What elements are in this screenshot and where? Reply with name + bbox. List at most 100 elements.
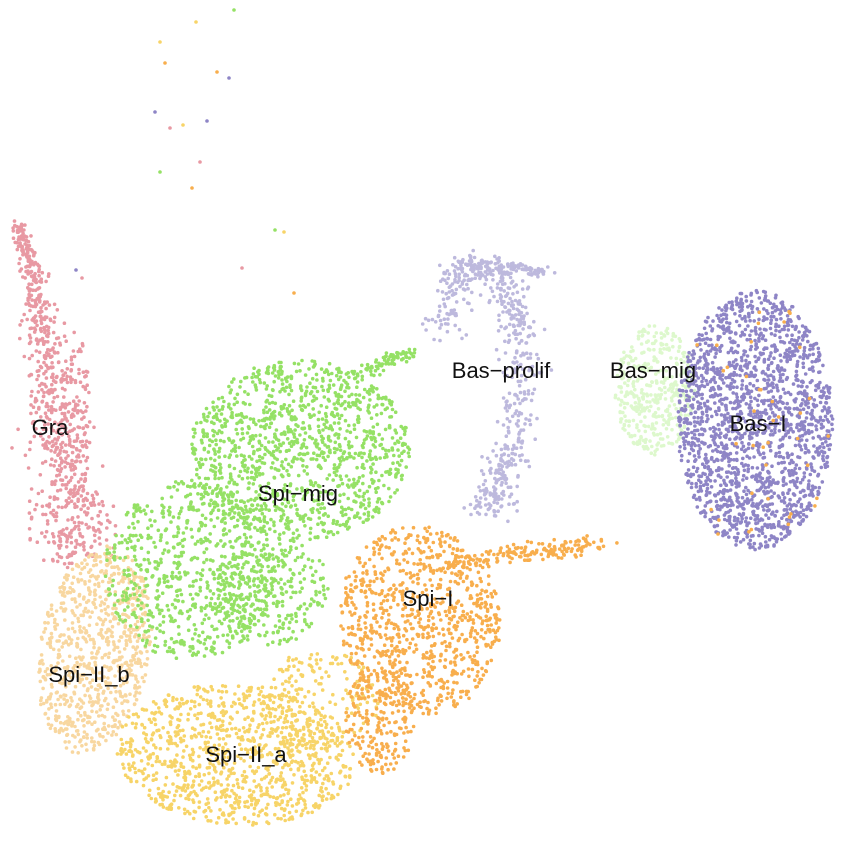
point-spi-mig [207,485,212,490]
point-gra [73,545,78,549]
point-gra [11,229,16,233]
point-spi-mig [235,400,239,405]
point-spi-i [380,767,384,771]
point-spi-i [576,543,581,547]
point-spi-ii-b [53,625,57,629]
point-spi-mig [368,431,372,435]
point-spi-ii-b [81,597,86,601]
point-spi-ii-a [312,731,317,736]
point-spi-i [376,716,380,720]
point-spi-i [397,562,402,566]
point-spi-ii-b [130,663,134,667]
point-spi-ii-b [85,736,89,740]
point-spi-ii-a [265,786,269,791]
point-spi-i [394,676,399,681]
point-spi-i [356,710,361,714]
point-spi-ii-a [154,777,158,781]
point-gra [61,373,66,377]
point-spi-i [358,713,362,718]
point-spi-ii-a [300,743,305,748]
point-spi-mig [223,454,227,459]
point-spi-ii-b [43,620,47,625]
point-spi-ii-b [72,589,76,593]
point-spi-ii-a [271,707,275,711]
point-spi-i [396,654,401,658]
point-spi-mig [371,386,376,390]
point-spi-ii-a [169,765,174,769]
point-spi-ii-b [56,715,61,720]
point-spi-ii-a [289,741,293,745]
point-spi-i [388,695,393,700]
point-spi-ii-a [358,702,363,707]
point-spi-ii-a [271,795,276,799]
point-spi-i [370,760,375,764]
point-spi-ii-a [154,771,159,775]
point-spi-ii-a [150,733,155,737]
point-spi-mig [209,420,214,425]
point-gra [76,403,80,407]
point-spi-ii-b [63,720,68,724]
point-spi-ii-a [209,809,213,813]
point-spi-mig [251,380,255,384]
point-spi-ii-b [126,709,131,713]
point-spi-mig [365,489,370,494]
point-spi-ii-a [192,809,196,814]
point-spi-i [357,696,361,701]
point-spi-i [379,692,384,697]
point-spi-i [581,545,586,549]
point-spi-mig [257,441,262,445]
point-gra [40,388,44,392]
point-gra [62,411,67,416]
point-spi-ii-a [242,706,246,710]
point-spi-ii-b [93,660,97,665]
point-spi-mig [322,506,327,510]
point-spi-ii-b [133,685,137,690]
point-spi-mig [307,367,311,371]
point-spi-ii-a [236,684,241,688]
point-spi-i [374,591,378,596]
point-gra [84,522,88,527]
point-spi-mig [367,497,371,501]
point-spi-i [350,632,355,637]
point-spi-ii-a [279,667,284,672]
point-gra [85,491,90,496]
point-spi-mig [375,387,379,391]
point-spi-i [523,548,527,552]
point-spi-i [505,550,510,554]
point-spi-i [378,624,382,629]
point-spi-ii-b [106,604,110,609]
point-spi-i [383,569,387,574]
point-gra [92,533,97,538]
point-spi-mig [339,477,344,482]
point-spi-ii-b [129,659,133,663]
point-spi-ii-b [70,581,74,586]
point-spi-ii-b [118,677,123,681]
point-spi-i [353,578,358,583]
point-spi-i [439,544,443,548]
point-spi-i [384,716,389,721]
point-spi-ii-b [96,727,100,732]
point-spi-mig [352,477,356,482]
point-spi-ii-a [115,752,120,756]
point-spi-ii-b [91,747,96,752]
point-spi-i [465,566,469,570]
point-spi-ii-b [79,647,83,652]
point-spi-ii-a [309,768,314,773]
point-spi-mig [276,446,281,450]
point-spi-ii-a [296,749,300,753]
point-spi-mig [316,522,320,526]
point-gra [40,531,44,535]
point-gra [20,319,24,323]
point-spi-i [566,546,571,551]
point-gra [46,331,51,336]
point-gra [56,350,60,355]
point-spi-mig [316,417,321,422]
point-gra [54,408,58,413]
point-spi-i [487,582,491,587]
point-gra [53,437,57,441]
point-spi-mig [254,433,258,438]
point-spi-i [358,760,362,764]
point-spi-mig [263,426,267,431]
point-gra [49,408,53,412]
point-spi-ii-b [106,627,111,632]
